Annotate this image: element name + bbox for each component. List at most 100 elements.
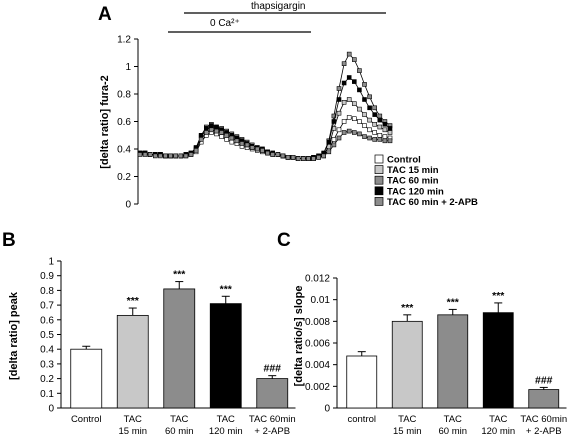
trace-point	[341, 100, 347, 105]
panel-c-significance-label: ###	[535, 374, 553, 386]
trace-point	[193, 148, 199, 153]
trace-point	[229, 139, 235, 145]
panel-b-y-tick-label: 0.5	[40, 330, 54, 341]
panel-b-significance-label: ###	[263, 363, 281, 375]
panel-c-category-label: 60 min	[438, 426, 467, 437]
trace-point	[163, 153, 168, 159]
legend-label: TAC 15 min	[387, 165, 439, 176]
panel-a-traces	[137, 51, 393, 161]
panel-b-category-label: TAC 60min	[249, 414, 296, 425]
panel-a: 0 0.2 0.4 0.6 0.8 1 1.2 [delta ratio] fura-2 t…	[99, 1, 478, 211]
panel-c-category-label: 120 min	[481, 426, 515, 437]
panel-c-y-tick-label: 0	[324, 404, 330, 415]
trace-point	[168, 153, 173, 159]
panel-c-category-label: TAC	[489, 414, 507, 425]
panel-c-y-tick-label: 0.006	[305, 339, 330, 350]
panel-c-y-tick-label: 0.004	[305, 360, 330, 371]
trace-point	[346, 128, 352, 134]
panel-a-y-tick-label: 0.8	[117, 90, 131, 101]
trace-point	[137, 152, 143, 157]
trace-point	[372, 130, 378, 135]
trace-point	[377, 113, 383, 119]
panel-c-category-label: TAC	[444, 414, 462, 425]
trace-point	[351, 79, 357, 84]
trace-point	[321, 153, 327, 159]
trace-point	[351, 101, 357, 106]
zero-calcium-label: 0 Ca²⁺	[210, 18, 240, 29]
panel-b-category-label: 120 min	[209, 426, 243, 437]
trace-point	[178, 153, 184, 159]
panel-c-significance-label: ***	[447, 296, 460, 308]
trace-point	[142, 152, 148, 157]
thapsigargin-label: thapsigargin	[251, 1, 305, 12]
trace-point	[336, 135, 342, 141]
panel-b-y-tick-label: 0.3	[40, 359, 54, 370]
panel-b-category-label: 15 min	[118, 426, 147, 437]
panel-b-category-label: TAC	[217, 414, 235, 425]
panel-b-y-tick-label: 0.2	[40, 374, 54, 385]
trace-point	[377, 133, 383, 138]
panel-b-y-tick-label: 0.9	[40, 271, 54, 282]
trace-point	[209, 123, 214, 128]
panel-b-significance-label: ***	[127, 295, 140, 307]
trace-line-1	[140, 99, 391, 160]
trace-point	[239, 141, 245, 146]
trace-point	[357, 87, 362, 93]
trace-point	[275, 152, 281, 157]
trace-point	[224, 133, 229, 138]
legend-label: TAC 60 min + 2-APB	[387, 197, 478, 208]
trace-point	[372, 105, 378, 111]
panel-c-bar-1	[391, 320, 423, 409]
trace-point	[341, 119, 347, 124]
panel-b-significance-label: ***	[220, 283, 233, 295]
trace-point	[387, 138, 393, 144]
trace-point	[336, 110, 342, 116]
trace-point	[377, 137, 383, 142]
panel-b-category-label: TAC	[124, 414, 142, 425]
panel-c-significance-label: ***	[492, 290, 505, 302]
panel-b-y-tick-label: 0.8	[40, 286, 54, 297]
panel-b-category-label: 60 min	[165, 426, 194, 437]
trace-point	[285, 155, 291, 160]
trace-point	[158, 153, 163, 159]
trace-point	[336, 86, 342, 91]
trace-point	[341, 80, 347, 86]
panel-a-y-tick-label: 0.2	[117, 172, 131, 183]
panel-c-category-label: TAC	[398, 414, 416, 425]
panel-a-y-tick-label: 1.2	[117, 35, 131, 46]
trace-line-0	[140, 116, 391, 160]
trace-point	[147, 152, 153, 157]
trace-point	[367, 94, 372, 100]
panel-c-category-label: TAC 60min	[520, 414, 567, 425]
panel-letter-b: B	[2, 230, 16, 251]
panel-c-y-tick-label: 0.008	[305, 317, 330, 328]
trace-point	[362, 112, 367, 117]
panel-letter-a: A	[98, 4, 112, 25]
trace-point	[372, 122, 378, 127]
trace-point	[224, 137, 229, 142]
trace-point	[326, 149, 332, 155]
trace-point	[331, 113, 337, 119]
panel-a-y-tick-label: 0	[125, 200, 131, 211]
trace-point	[300, 156, 306, 161]
panel-c-ylabel: [delta ratio/s] slope	[293, 286, 305, 387]
panel-b-bar-3	[209, 303, 242, 409]
trace-point	[234, 138, 240, 144]
legend-swatch	[374, 154, 384, 164]
trace-point	[362, 134, 367, 139]
panel-c-category-label: control	[347, 414, 376, 425]
trace-point	[382, 138, 388, 144]
trace-point	[372, 112, 378, 117]
trace-point	[357, 106, 362, 112]
trace-point	[377, 124, 383, 130]
panel-b-ylabel: [delta ratio] peak	[8, 291, 20, 380]
trace-point	[341, 61, 347, 67]
trace-point	[351, 130, 357, 135]
trace-point	[346, 97, 352, 102]
trace-point	[346, 75, 352, 80]
panel-b-category-label: + 2-APB	[254, 426, 290, 437]
legend-swatch	[374, 186, 384, 196]
trace-point	[204, 130, 209, 135]
trace-point	[244, 142, 250, 148]
